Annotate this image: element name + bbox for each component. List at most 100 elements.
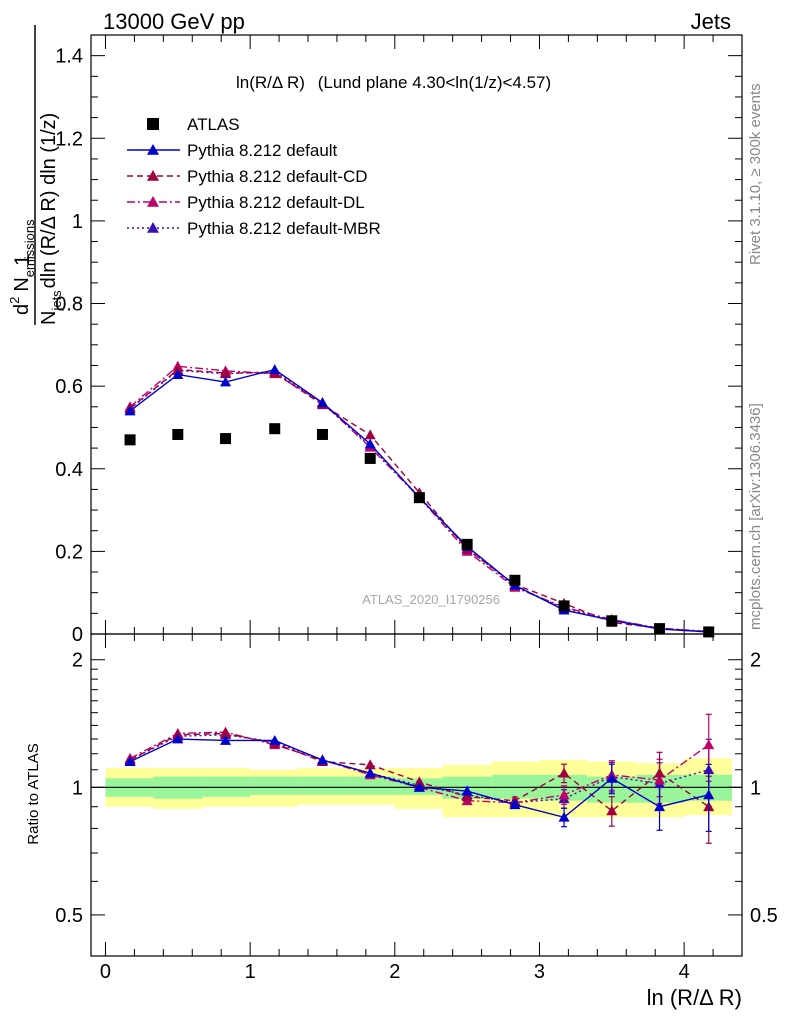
ratio-point	[364, 767, 376, 778]
x-tick-label: 1	[245, 961, 256, 983]
legend: ATLAS Pythia 8.212 default Pythia 8.212 de…	[127, 115, 381, 238]
legend-square-marker	[147, 118, 159, 130]
y-tick-label: 0.8	[55, 294, 83, 316]
ylabel-one: 1	[11, 254, 34, 266]
data-point	[316, 428, 328, 440]
ratio-tick-label-right: 1	[750, 777, 761, 799]
plot-title: ln(R/Δ R) (Lund plane 4.30<ln(1/z)<4.57)	[236, 73, 551, 92]
ratio-ylabel: Ratio to ATLAS	[25, 743, 42, 844]
legend-item: Pythia 8.212 default	[127, 141, 338, 160]
x-tick-label: 4	[679, 961, 690, 983]
mc-point	[364, 429, 376, 440]
legend-triangle-marker	[147, 196, 159, 207]
mc-point	[172, 364, 184, 375]
ylabel-nemis-sub: emissions	[22, 219, 37, 277]
ratio-point	[606, 805, 618, 816]
mc-point	[220, 367, 232, 378]
legend-label: Pythia 8.212 default	[187, 141, 338, 160]
ratio-point	[220, 727, 232, 738]
ratio-point	[558, 789, 570, 800]
main-ylabel: 1 Njetsdln (R/Δ R) dln (1/z) d2 Nemission…	[7, 25, 64, 325]
data-point	[558, 600, 570, 612]
y-tick-label: 0	[72, 624, 83, 646]
legend-item: Pythia 8.212 default-CD	[127, 167, 368, 186]
ratio-point	[172, 733, 184, 744]
ylabel-njets-sub: jets	[49, 290, 64, 312]
data-point	[413, 492, 425, 504]
y-tick-label: 1.4	[55, 46, 83, 68]
x-tick-label: 0	[100, 961, 111, 983]
data-point	[172, 428, 184, 440]
x-tick-label: 3	[534, 961, 545, 983]
y-tick-label: 0.4	[55, 459, 83, 481]
main-series	[124, 360, 715, 638]
y-tick-label: 1.2	[55, 128, 83, 150]
ratio-point	[461, 791, 473, 802]
legend-triangle-marker	[147, 170, 159, 181]
data-point	[124, 434, 136, 446]
ratio-tick-label-right: 0.5	[750, 905, 778, 927]
ratio-point	[269, 734, 281, 745]
mcplots-credit-text: mcplots.cern.ch [arXiv:1306.3436]	[747, 403, 764, 630]
ratio-plot-frame	[90, 633, 743, 957]
ratio-tick-label: 0.5	[55, 905, 83, 927]
ratio-point	[220, 734, 232, 745]
data-point	[703, 626, 715, 638]
ratio-point	[703, 789, 715, 800]
ylabel-denominator: Njetsdln (R/Δ R) dln (1/z)	[38, 113, 64, 325]
legend-label: Pythia 8.212 default-DL	[187, 193, 365, 212]
ratio-point	[703, 739, 715, 750]
ratio-point	[364, 759, 376, 770]
ratio-tick-label: 2	[72, 650, 83, 672]
ratio-point	[509, 799, 521, 810]
data-point	[509, 574, 521, 586]
ratio-tick-label-right: 2	[750, 650, 761, 672]
ylabel-d2: d	[11, 304, 33, 315]
ratio-point	[654, 767, 666, 778]
ratio-point	[558, 767, 570, 778]
ratio-point	[461, 785, 473, 796]
legend-label: ATLAS	[187, 115, 240, 134]
legend-item: Pythia 8.212 default-DL	[127, 193, 365, 212]
band-green	[297, 776, 348, 795]
ratio-bands	[105, 758, 732, 818]
band-green	[347, 776, 395, 795]
rivet-version-text: Rivet 3.1.10, ≥ 300k events	[747, 83, 764, 265]
ylabel-nemis: N	[11, 277, 33, 291]
x-axis-label: ln (R/Δ R)	[647, 985, 742, 1010]
ylabel-top: d2 Nemissions	[7, 219, 37, 315]
y-tick-label: 0.2	[55, 541, 83, 563]
main-frame: 0 0.2 0.4 0.6 0.8 1 1.2 1.4	[55, 34, 743, 646]
ratio-series	[124, 713, 715, 844]
data-point	[606, 615, 618, 627]
data-point	[269, 423, 281, 435]
ratio-point	[124, 756, 136, 766]
header-right: Jets	[691, 9, 731, 34]
band-green	[202, 776, 251, 797]
plot-title-prefix: ln(R/Δ R)	[236, 73, 305, 92]
data-point	[364, 452, 376, 464]
mc-point	[269, 364, 281, 375]
legend-triangle-marker	[147, 222, 159, 233]
y-tick-label: 1	[72, 211, 83, 233]
legend-item: ATLAS	[147, 115, 240, 134]
ylabel-dln-rest: dln (R/Δ R) dln (1/z)	[38, 113, 60, 289]
ratio-point	[606, 772, 618, 783]
mc-point	[124, 405, 136, 416]
ratio-point	[413, 781, 425, 792]
legend-label: Pythia 8.212 default-MBR	[187, 219, 381, 238]
band-green	[250, 776, 298, 795]
ratio-point	[316, 754, 328, 765]
mc-point	[220, 376, 232, 387]
analysis-watermark: ATLAS_2020_I1790256	[362, 592, 500, 607]
mc-point	[172, 369, 184, 379]
legend-triangle-marker	[147, 144, 159, 155]
x-tick-label: 2	[389, 961, 400, 983]
ratio-point	[413, 776, 425, 787]
ratio-point	[654, 801, 666, 812]
y-tick-label: 0.6	[55, 376, 83, 398]
data-point	[654, 623, 666, 635]
data-point	[461, 538, 473, 550]
ratio-frame: 0 1 2 3 4 0.5 0.5 1 1 2 2	[55, 35, 778, 983]
